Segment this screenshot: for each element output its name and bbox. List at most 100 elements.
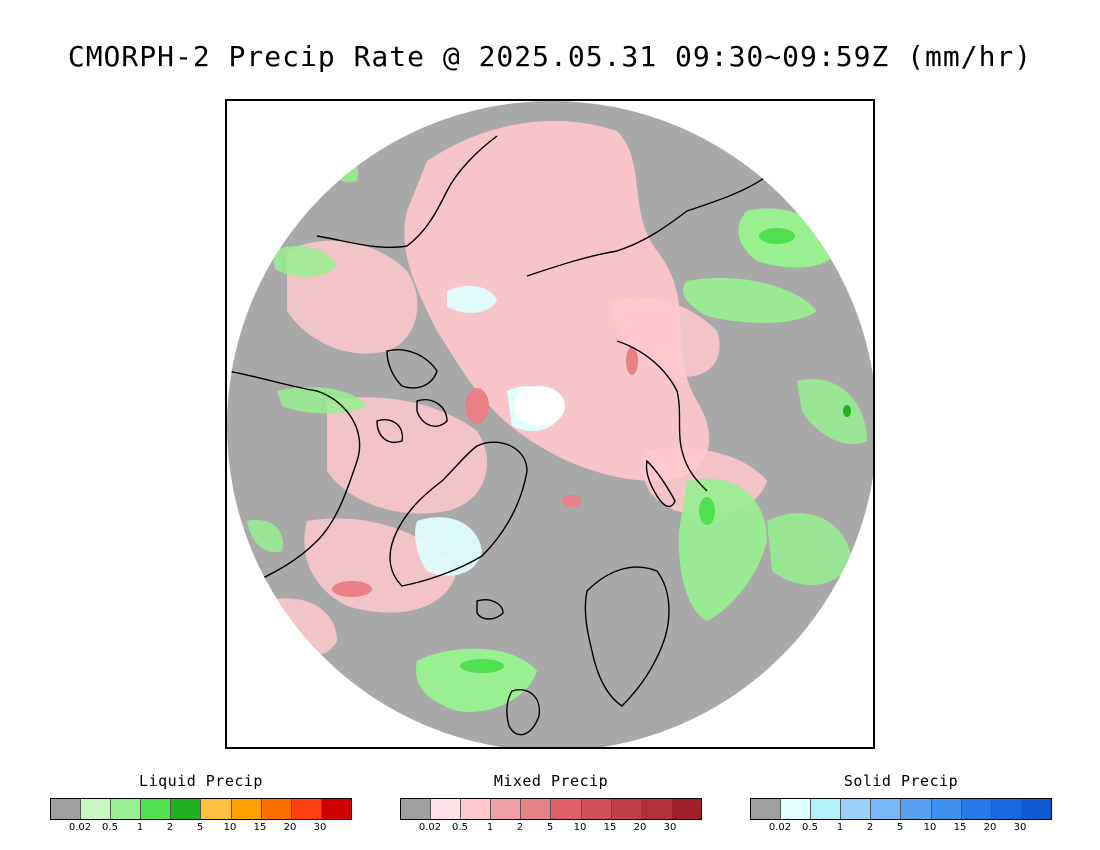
liquid-precip-region <box>247 520 283 553</box>
legend-tick-label: 0.02 <box>418 822 442 833</box>
legend-swatch <box>81 799 112 819</box>
liquid-precip-region <box>797 379 867 445</box>
legend-swatch <box>811 799 842 819</box>
coastlines <box>227 135 768 736</box>
coastline-british-isles <box>506 689 541 736</box>
legend-swatch <box>141 799 172 819</box>
legend-tick-label: 15 <box>953 822 967 833</box>
legend-swatch <box>611 799 642 819</box>
legend-ticks: 0.02 0.5 1 2 5 10 15 20 30 <box>750 822 1050 836</box>
legend-tick-label: 10 <box>223 822 237 833</box>
legend-tick-label: 1 <box>486 822 494 833</box>
legend-swatch <box>201 799 232 819</box>
legend-tick-label: 0.02 <box>768 822 792 833</box>
legend-mixed-precip: Mixed Precip 0.02 0.5 1 2 5 10 15 20 30 <box>400 772 702 836</box>
liquid-precip-region <box>767 513 852 585</box>
liquid-heavy-spot <box>843 405 851 417</box>
legend-swatch <box>671 799 701 819</box>
legend-tick-label: 0.5 <box>452 822 468 833</box>
legend-title: Liquid Precip <box>139 772 263 790</box>
legend-solid-precip: Solid Precip 0.02 0.5 1 2 5 10 15 20 30 <box>750 772 1052 836</box>
legend-tick-label: 10 <box>573 822 587 833</box>
mixed-heavy-spot <box>332 581 372 597</box>
legend-tick-label: 20 <box>283 822 297 833</box>
legend-swatch <box>51 799 82 819</box>
mixed-heavy-spot <box>465 388 489 424</box>
map-frame <box>225 99 875 749</box>
legend-ticks: 0.02 0.5 1 2 5 10 15 20 30 <box>400 822 700 836</box>
coastline-alaska <box>316 135 498 249</box>
legend-tick-label: 5 <box>896 822 904 833</box>
legend-swatch <box>171 799 202 819</box>
legend-tick-label: 5 <box>196 822 204 833</box>
coastline-novaya-zemlya <box>645 459 676 508</box>
legend-tick-label: 30 <box>313 822 327 833</box>
mixed-precip-region <box>607 297 720 377</box>
liquid-precip-region <box>683 277 817 323</box>
legend-tick-label: 2 <box>166 822 174 833</box>
legend-swatch <box>291 799 322 819</box>
precip-map <box>227 101 873 747</box>
liquid-precip-region <box>277 386 367 414</box>
north-pole-cap <box>513 386 565 426</box>
legend-swatches <box>50 798 352 820</box>
liquid-precip-region <box>416 648 537 712</box>
legend-swatch <box>321 799 351 819</box>
liquid-heavy-spot <box>759 228 795 244</box>
coastline-north-america <box>227 370 361 582</box>
legend-swatch <box>521 799 552 819</box>
solid-precip-region <box>447 285 497 313</box>
coastline-siberia <box>526 175 768 277</box>
legend-tick-label: 20 <box>633 822 647 833</box>
legend-swatch <box>261 799 292 819</box>
legend-tick-label: 20 <box>983 822 997 833</box>
legend-swatch <box>431 799 462 819</box>
legend-tick-label: 15 <box>603 822 617 833</box>
mixed-heavy-spot <box>562 495 582 507</box>
legend-tick-label: 2 <box>516 822 524 833</box>
legend-title: Mixed Precip <box>493 772 609 790</box>
legend-swatch <box>841 799 872 819</box>
legend-swatch <box>461 799 492 819</box>
legend-title: Solid Precip <box>843 772 959 790</box>
legend-tick-label: 0.02 <box>68 822 92 833</box>
legend-swatch <box>931 799 962 819</box>
mixed-precip-region <box>327 397 487 514</box>
legend-swatch <box>961 799 992 819</box>
solid-precip-region <box>415 517 482 576</box>
legend-ticks: 0.02 0.5 1 2 5 10 15 20 30 <box>50 822 350 836</box>
legend-swatch <box>401 799 432 819</box>
legend-swatch <box>901 799 932 819</box>
liquid-heavy-spot <box>460 659 504 673</box>
legend-swatch <box>781 799 812 819</box>
liquid-precip-region <box>272 246 337 277</box>
legend-tick-label: 5 <box>546 822 554 833</box>
legend-swatch <box>111 799 142 819</box>
legend-tick-label: 0.5 <box>802 822 818 833</box>
legend-tick-label: 2 <box>866 822 874 833</box>
legend-tick-label: 0.5 <box>102 822 118 833</box>
legend-swatch <box>991 799 1022 819</box>
legend-swatch <box>491 799 522 819</box>
coastline-iceland <box>476 599 504 620</box>
coastline-canadian-archipelago <box>376 349 448 443</box>
legend-swatches <box>400 798 702 820</box>
legend-tick-label: 15 <box>253 822 267 833</box>
legend-swatches <box>750 798 1052 820</box>
coastline-greenland <box>389 441 528 587</box>
legend-tick-label: 1 <box>136 822 144 833</box>
legend-swatch <box>231 799 262 819</box>
legend-tick-label: 1 <box>836 822 844 833</box>
legend-tick-label: 10 <box>923 822 937 833</box>
mixed-heavy-spot <box>626 347 638 375</box>
legend-tick-label: 30 <box>663 822 677 833</box>
legend-swatch <box>1021 799 1051 819</box>
legend-swatch <box>871 799 902 819</box>
coastline-russia-north <box>616 340 708 492</box>
legend-swatch <box>581 799 612 819</box>
legend-tick-label: 30 <box>1013 822 1027 833</box>
legend-swatch <box>751 799 782 819</box>
legend-swatch <box>641 799 672 819</box>
coastline-scandinavia <box>584 566 670 707</box>
legend-liquid-precip: Liquid Precip 0.02 0.5 1 2 5 10 15 20 30 <box>50 772 352 836</box>
